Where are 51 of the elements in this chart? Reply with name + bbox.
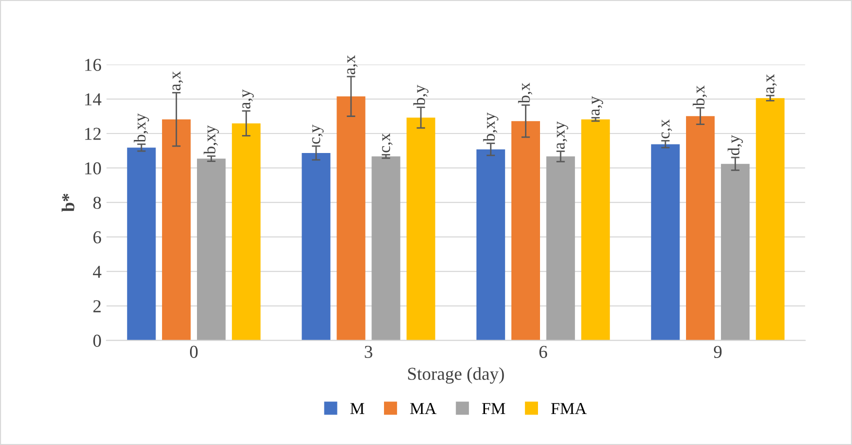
y-tick-label: 0 [93,334,101,347]
bar [686,116,715,340]
x-tick-label: 0 [190,346,198,358]
data-label: b,y [413,84,428,106]
data-label: b,xy [134,113,150,142]
y-tick-label: 8 [93,196,101,209]
bar [372,156,400,340]
bar [406,118,436,340]
data-label: a,x [172,71,183,90]
legend-label: M [350,403,364,414]
y-tick-label: 16 [85,58,102,71]
x-axis-title: Storage (day) [408,367,504,384]
data-label: a,x [766,74,777,94]
x-tick-label: 9 [714,346,722,358]
y-tick-label: 12 [85,128,101,140]
legend-label: FM [482,403,506,414]
legend-label: FMA [551,402,587,414]
data-label: a,y [242,89,254,109]
bar [511,121,540,340]
data-label: b,x [692,85,707,106]
bar [476,149,506,340]
bar [756,98,785,340]
data-label: b,xy [204,125,219,154]
bar [162,119,191,340]
y-tick-label: 6 [93,231,102,244]
bar [302,152,330,340]
data-label: c,x [382,133,393,152]
bar [581,119,610,340]
y-tick-label: 10 [85,162,101,174]
bar [720,164,750,340]
y-axis-title: b* [62,194,74,212]
data-label: b,xy [483,112,498,142]
data-label: a,xy [556,121,568,149]
bar [651,144,680,340]
data-label: b,x [518,82,532,104]
y-tick-label: 2 [93,300,101,312]
bar [336,96,366,340]
legend-label: MA [410,402,436,414]
data-label: a,x [347,55,358,74]
bar [546,156,575,340]
bar [127,148,156,340]
data-label: a,y [592,96,604,116]
data-label: d,y [728,134,743,156]
data-label: c,y [312,124,324,144]
bar [232,123,261,340]
bar [196,158,226,340]
y-tick-label: 14 [85,93,102,106]
y-tick-label: 4 [92,266,102,278]
x-tick-label: 6 [539,346,548,358]
x-tick-label: 3 [364,346,372,358]
data-label: c,x [662,119,672,138]
